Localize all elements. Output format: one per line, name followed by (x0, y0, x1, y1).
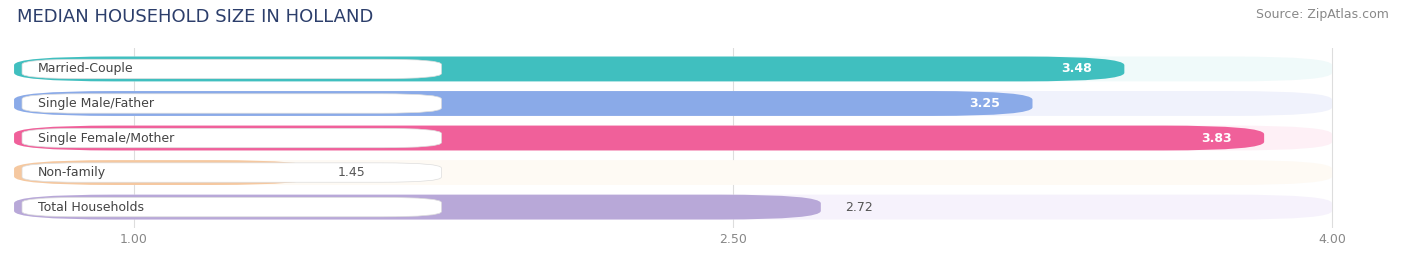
FancyBboxPatch shape (22, 198, 441, 217)
FancyBboxPatch shape (14, 195, 1331, 219)
FancyBboxPatch shape (22, 94, 441, 113)
Text: MEDIAN HOUSEHOLD SIZE IN HOLLAND: MEDIAN HOUSEHOLD SIZE IN HOLLAND (17, 8, 373, 26)
Text: 1.45: 1.45 (337, 166, 366, 179)
Text: 3.83: 3.83 (1202, 132, 1232, 144)
Text: 3.25: 3.25 (970, 97, 1001, 110)
Text: 2.72: 2.72 (845, 200, 873, 214)
Text: Single Female/Mother: Single Female/Mother (38, 132, 174, 144)
FancyBboxPatch shape (14, 126, 1264, 150)
FancyBboxPatch shape (14, 195, 821, 219)
FancyBboxPatch shape (14, 160, 1331, 185)
FancyBboxPatch shape (22, 128, 441, 148)
Text: Total Households: Total Households (38, 200, 143, 214)
Text: Non-family: Non-family (38, 166, 105, 179)
FancyBboxPatch shape (14, 126, 1331, 150)
FancyBboxPatch shape (14, 57, 1125, 81)
FancyBboxPatch shape (22, 59, 441, 79)
Text: Source: ZipAtlas.com: Source: ZipAtlas.com (1256, 8, 1389, 21)
FancyBboxPatch shape (14, 57, 1331, 81)
FancyBboxPatch shape (14, 160, 314, 185)
Text: 3.48: 3.48 (1062, 62, 1092, 76)
FancyBboxPatch shape (14, 91, 1032, 116)
Text: Single Male/Father: Single Male/Father (38, 97, 155, 110)
FancyBboxPatch shape (14, 91, 1331, 116)
Text: Married-Couple: Married-Couple (38, 62, 134, 76)
FancyBboxPatch shape (22, 163, 441, 182)
